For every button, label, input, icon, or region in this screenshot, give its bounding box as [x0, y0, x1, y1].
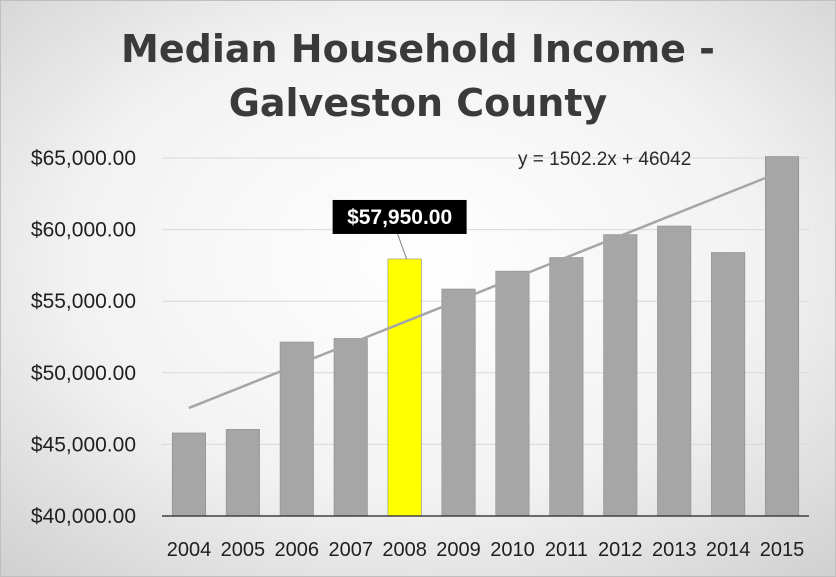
data-label-2008: $57,950.00: [347, 206, 452, 229]
y-axis-tick-labels: $40,000.00 $45,000.00 $50,000.00 $55,000.00…: [31, 147, 136, 528]
bar-2010: [495, 270, 530, 517]
y-tick-label: $45,000.00: [31, 433, 136, 456]
chart-title-line-2: Galveston County: [229, 81, 608, 125]
chart-title-line-1: Median Household Income -: [121, 27, 715, 71]
bar-2009: [441, 288, 476, 517]
bar-2006: [279, 341, 314, 517]
y-tick-label: $40,000.00: [31, 505, 136, 528]
x-tick-label: 2009: [436, 539, 481, 561]
x-tick-label: 2011: [545, 539, 588, 561]
x-tick-label: 2008: [382, 539, 427, 561]
bar-2008: [387, 258, 422, 517]
x-axis-tick-labels: 2004 2005 2006 2007 2008 2009 2010 2011 2012 2013…: [167, 539, 805, 561]
x-tick-label: 2013: [652, 539, 697, 561]
x-tick-label: 2012: [598, 539, 643, 561]
y-tick-label: $60,000.00: [31, 219, 136, 242]
y-tick-label: $55,000.00: [31, 290, 136, 313]
bar-2007: [333, 338, 368, 517]
gridlines: [162, 157, 809, 445]
data-label-leader-line: [397, 233, 408, 260]
bar-2012: [603, 234, 638, 517]
x-tick-label: 2007: [328, 539, 373, 561]
y-tick-label: $65,000.00: [31, 147, 136, 170]
data-label-background: [332, 199, 467, 234]
x-tick-label: 2004: [167, 539, 212, 561]
trendline-equation: y = 1502.2x + 46042: [518, 149, 691, 170]
trendline: [188, 170, 783, 410]
bar-2005: [225, 429, 260, 517]
bar-2014: [711, 252, 746, 517]
x-tick-label: 2015: [760, 539, 805, 561]
bar-2013: [657, 225, 692, 517]
x-tick-label: 2006: [275, 539, 320, 561]
x-tick-label: 2005: [221, 539, 266, 561]
y-tick-label: $50,000.00: [31, 362, 136, 385]
bar-2004: [171, 432, 206, 517]
x-tick-label: 2014: [706, 539, 751, 561]
x-tick-label: 2010: [490, 539, 535, 561]
bar-2011: [549, 257, 584, 517]
bar-2015: [765, 156, 800, 517]
bars: [171, 156, 800, 517]
